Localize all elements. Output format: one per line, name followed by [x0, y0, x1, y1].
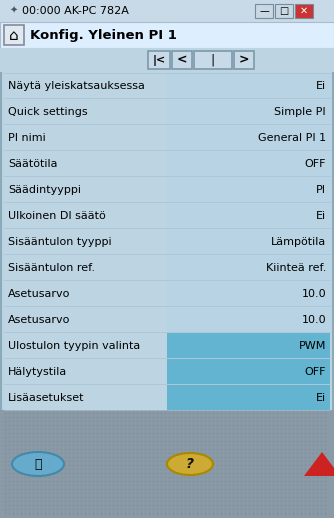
Text: Näytä yleiskatsauksessa: Näytä yleiskatsauksessa [8, 81, 145, 91]
Text: Quick settings: Quick settings [8, 107, 88, 117]
Bar [255, 4, 273, 18]
Ellipse shape [12, 452, 64, 476]
Bar [167, 307, 330, 332]
Bar [167, 203, 330, 228]
Bar [4, 151, 330, 176]
Text: Ei: Ei [316, 81, 326, 91]
Bar [4, 307, 330, 332]
Text: ✕: ✕ [300, 6, 308, 16]
Text: 10.0: 10.0 [301, 289, 326, 299]
Text: Lämpötila: Lämpötila [271, 237, 326, 247]
Polygon shape [304, 452, 334, 476]
Bar [167, 229, 330, 254]
Text: OFF: OFF [305, 367, 326, 377]
Text: 10.0: 10.0 [301, 315, 326, 325]
Bar [0, 410, 334, 518]
Bar [234, 51, 254, 69]
Bar [4, 177, 330, 202]
Text: Asetusarvo: Asetusarvo [8, 315, 70, 325]
Text: ✦: ✦ [10, 6, 18, 16]
Bar [4, 385, 330, 410]
Bar [4, 229, 330, 254]
Text: Säätötila: Säätötila [8, 159, 57, 169]
Bar [4, 73, 330, 98]
Bar [167, 73, 330, 98]
Bar [167, 385, 330, 410]
Bar [0, 22, 334, 48]
Bar [148, 51, 170, 69]
Text: Simple PI: Simple PI [274, 107, 326, 117]
Text: Asetusarvo: Asetusarvo [8, 289, 70, 299]
Text: PI: PI [316, 185, 326, 195]
Bar [172, 51, 192, 69]
Bar [167, 281, 330, 306]
Text: Ei: Ei [316, 211, 326, 221]
Text: Ulkoinen DI säätö: Ulkoinen DI säätö [8, 211, 106, 221]
Ellipse shape [167, 453, 213, 475]
Text: |: | [211, 53, 215, 66]
Text: 🔒: 🔒 [34, 457, 42, 470]
Text: Sisääntulon ref.: Sisääntulon ref. [8, 263, 95, 273]
Text: Hälytystila: Hälytystila [8, 367, 67, 377]
Bar [167, 177, 330, 202]
Text: 00:000 AK-PC 782A: 00:000 AK-PC 782A [22, 7, 129, 17]
Bar [4, 281, 330, 306]
Bar [4, 255, 330, 280]
Bar [167, 255, 330, 280]
Bar [167, 151, 330, 176]
Bar [4, 125, 330, 150]
Text: Kiinteä ref.: Kiinteä ref. [266, 263, 326, 273]
Text: ⌂: ⌂ [9, 27, 19, 42]
Text: □: □ [279, 6, 289, 16]
Text: Sisääntulon tyyppi: Sisääntulon tyyppi [8, 237, 112, 247]
Bar [295, 4, 313, 18]
Bar [4, 359, 330, 384]
Bar [167, 333, 330, 358]
Bar [275, 4, 293, 18]
Text: OFF: OFF [305, 159, 326, 169]
Bar [4, 25, 24, 45]
Text: <: < [177, 53, 187, 66]
Bar [4, 99, 330, 124]
Text: >: > [239, 53, 249, 66]
Text: PWM: PWM [299, 341, 326, 351]
Text: Lisäasetukset: Lisäasetukset [8, 393, 85, 403]
Text: Säädintyyppi: Säädintyyppi [8, 185, 81, 195]
Bar [0, 0, 334, 22]
Bar [194, 51, 232, 69]
Bar [4, 333, 330, 358]
Text: Konfig. Yleinen PI 1: Konfig. Yleinen PI 1 [30, 30, 177, 42]
Text: |<: |< [152, 54, 166, 65]
Bar [4, 203, 330, 228]
Bar [167, 359, 330, 384]
Text: Ei: Ei [316, 393, 326, 403]
Bar [0, 48, 334, 72]
Text: ?: ? [186, 457, 194, 471]
Text: PI nimi: PI nimi [8, 133, 46, 143]
Bar [167, 125, 330, 150]
Text: —: — [259, 6, 269, 16]
Text: Ulostulon tyypin valinta: Ulostulon tyypin valinta [8, 341, 140, 351]
Text: General PI 1: General PI 1 [258, 133, 326, 143]
Bar [167, 99, 330, 124]
